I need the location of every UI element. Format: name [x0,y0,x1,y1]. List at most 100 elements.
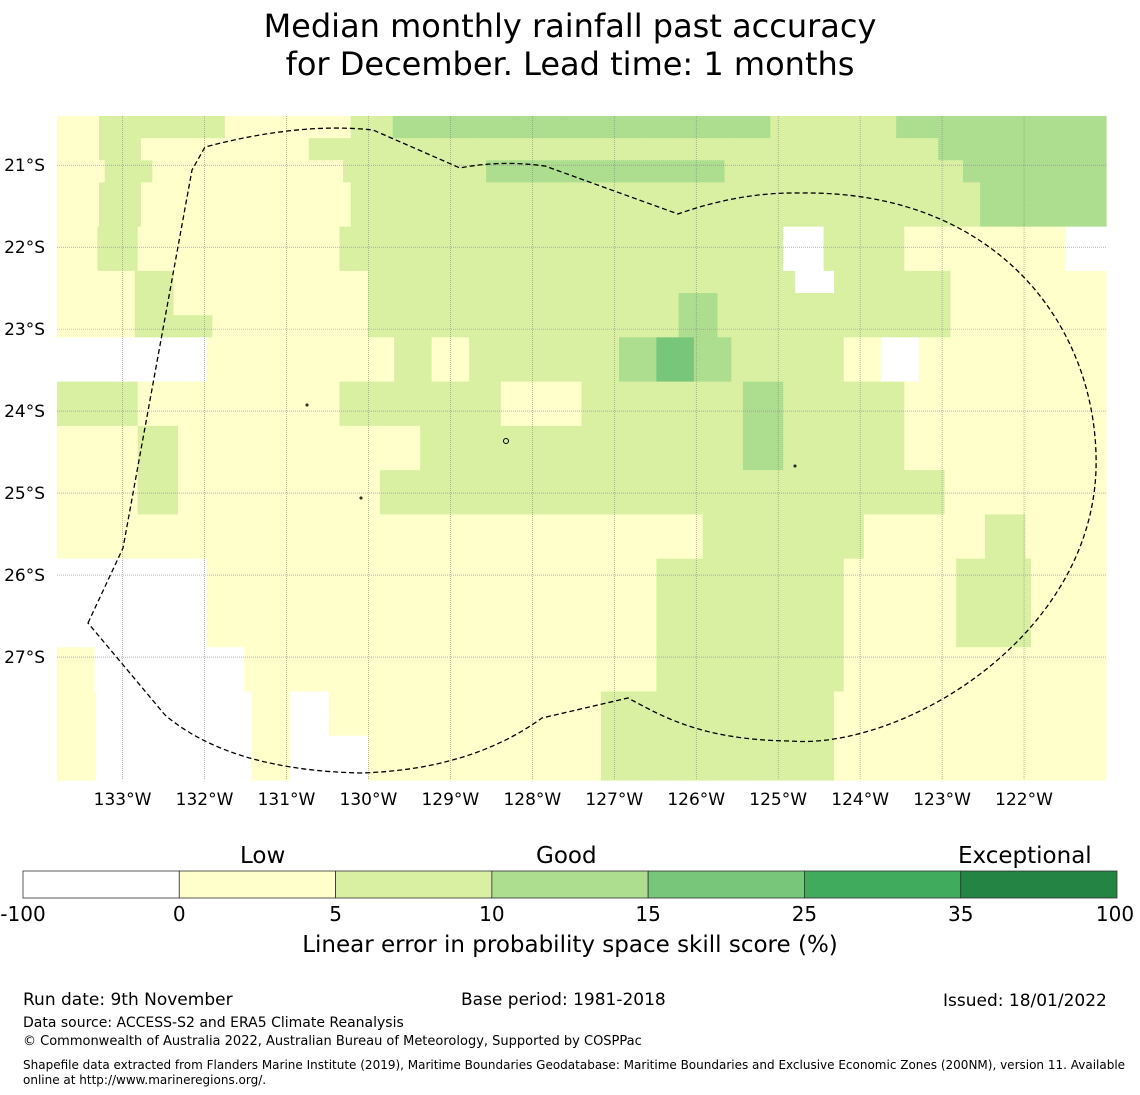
grid-cell [266,182,310,206]
grid-cell [1022,182,1065,206]
grid-cell [258,381,300,405]
grid-cell [819,160,869,183]
grid-cell [420,381,462,405]
grid-cell [182,116,226,139]
grid-cell [506,337,545,361]
grid-cell [756,757,796,781]
grid-cell [806,359,845,383]
grid-cell [328,757,369,781]
grid-cell [251,293,291,316]
grid-cell [339,425,381,449]
colorbar-tick-label: 5 [329,902,342,926]
grid-cell [1022,138,1065,161]
grid-cell [560,116,604,139]
grid-cell [281,558,320,582]
grid-cell [984,381,1026,405]
grid-cell [343,160,392,183]
grid-cell [173,713,214,737]
grid-cell [989,735,1029,759]
grid-cell [881,625,920,648]
grid-cell [178,514,219,538]
grid-cell [678,315,719,338]
grid-cell [506,669,545,693]
grid-cell [795,691,835,715]
grid-cell [621,448,663,471]
grid-cell [834,713,874,737]
grid-cell [823,425,865,449]
grid-cell [872,713,913,737]
grid-cell [137,492,179,515]
grid-cell [1068,669,1107,693]
grid-cell [950,735,991,759]
grid-cell [544,602,583,626]
grid-cell [863,381,905,405]
grid-cell [863,425,905,449]
grid-cell [394,337,433,361]
grid-cell [523,691,563,715]
grid-cell [169,647,208,670]
grid-cell [881,337,920,361]
grid-cell [1065,403,1107,427]
grid-cell [212,270,252,294]
longitude-tick-label: 133°W [94,790,152,810]
grid-cell [806,647,845,670]
grid-cell [618,647,658,670]
data-source: Data source: ACCESS-S2 and ERA5 Climate … [23,1015,404,1031]
grid-cell [656,647,695,670]
grid-cell [881,359,920,383]
grid-cell [356,580,395,604]
grid-cell [621,403,663,427]
grid-cell [290,691,330,715]
grid-cell [731,602,770,626]
grid-cell [843,580,882,604]
grid-cell [872,757,913,781]
grid-cell [244,602,283,626]
grid-cell [629,160,678,183]
grid-cell [299,514,341,538]
grid-cell [541,448,583,471]
grid-cell [95,293,136,316]
grid-cell [506,558,545,582]
grid-cell [656,359,695,383]
grid-cell [379,226,421,250]
grid-cell [806,602,845,626]
grid-cell [460,470,502,493]
grid-cell [702,470,744,493]
grid-cell [602,204,646,228]
grid-cell [618,625,658,648]
grid-cell [57,492,98,515]
grid-cell [137,403,179,427]
grid-cell [1025,248,1067,272]
grid-cell [290,270,330,294]
grid-cell [97,470,139,493]
grid-cell [406,735,447,759]
grid-cell [137,381,179,405]
grid-cell [104,160,153,183]
grid-cell [57,403,98,427]
grid-cell [560,182,604,206]
grid-cell [756,270,796,294]
grid-cell [218,492,260,515]
grid-cell [178,470,219,493]
grid-cell [319,669,358,693]
grid-cell [581,403,623,427]
grid-cell [299,226,341,250]
grid-cell [460,536,502,560]
grid-cell [1068,602,1107,626]
grid-cell [984,448,1026,471]
grid-cell [299,403,341,427]
grid-cell [541,536,583,560]
grid-cell [944,381,986,405]
grid-cell [500,492,542,515]
grid-cell [544,337,583,361]
grid-cell [1031,580,1070,604]
grid-cell [173,293,214,316]
grid-cell [281,669,320,693]
grid-cell [350,182,394,206]
grid-cell [662,248,704,272]
grid-cell [137,226,179,250]
grid-cell [872,293,913,316]
grid-cell [137,448,179,471]
grid-cell [218,514,260,538]
grid-cell [290,293,330,316]
